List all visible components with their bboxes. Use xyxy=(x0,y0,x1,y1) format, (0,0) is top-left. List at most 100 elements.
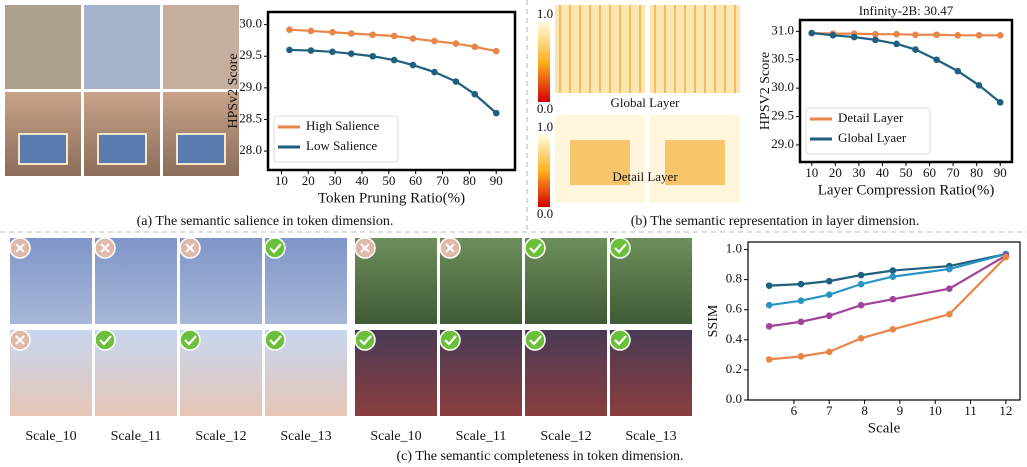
legend-label: Low Salience xyxy=(306,138,377,153)
scale-label: Scale_10 xyxy=(370,429,421,444)
check-icon xyxy=(525,330,545,350)
legend-label: Global Lyaer xyxy=(838,130,907,145)
y-tick-label: 30.5 xyxy=(771,51,794,66)
image-detail xyxy=(177,134,225,164)
data-point xyxy=(453,78,460,85)
data-point xyxy=(872,31,879,38)
x-tick-label: 30 xyxy=(329,173,342,188)
check-icon xyxy=(610,330,630,350)
data-point xyxy=(308,28,315,35)
data-point xyxy=(808,30,815,37)
data-point xyxy=(766,356,773,363)
data-point xyxy=(766,302,773,309)
series-line xyxy=(769,254,1006,286)
image-grid xyxy=(5,5,740,416)
data-point xyxy=(798,318,805,325)
data-point xyxy=(431,38,438,45)
series-line xyxy=(769,256,1006,327)
data-point xyxy=(391,33,398,40)
data-point xyxy=(858,281,865,288)
data-point xyxy=(826,291,833,298)
data-point xyxy=(890,267,897,274)
data-point xyxy=(858,302,865,309)
check-icon xyxy=(180,330,200,350)
heatmap-label: Detail Layer xyxy=(612,169,678,184)
scale-label: Scale_13 xyxy=(625,429,676,444)
data-point xyxy=(798,297,805,304)
x-axis-label: Scale xyxy=(868,420,901,436)
check-icon xyxy=(265,330,285,350)
series-line xyxy=(289,30,496,51)
data-point xyxy=(493,110,500,117)
data-point xyxy=(830,32,837,39)
x-tick-label: 80 xyxy=(463,173,476,188)
legend-label: High Salience xyxy=(306,118,380,133)
y-tick-label: 1.0 xyxy=(726,241,742,256)
x-tick-label: 40 xyxy=(876,165,889,180)
data-point xyxy=(410,62,417,69)
x-tick-label: 70 xyxy=(436,173,449,188)
x-tick-label: 9 xyxy=(897,403,904,418)
data-point xyxy=(946,266,953,273)
x-tick-label: 20 xyxy=(829,165,842,180)
check-icon xyxy=(440,330,460,350)
x-tick-label: 40 xyxy=(355,173,368,188)
data-point xyxy=(912,46,919,53)
data-point xyxy=(890,326,897,333)
data-point xyxy=(890,296,897,303)
y-axis-label: HPSV2 Score xyxy=(758,52,773,130)
data-point xyxy=(329,29,336,36)
y-axis-label: HPSv2 Score xyxy=(226,53,241,128)
x-tick-label: 10 xyxy=(805,165,818,180)
data-point xyxy=(997,32,1004,39)
y-tick-label: 29.5 xyxy=(239,47,262,62)
caption: (b) The semantic representation in layer… xyxy=(631,214,920,229)
data-point xyxy=(933,31,940,38)
data-point xyxy=(858,335,865,342)
plot-frame xyxy=(748,242,1020,400)
check-icon xyxy=(95,330,115,350)
data-point xyxy=(766,323,773,330)
image xyxy=(5,5,81,89)
x-tick-label: 12 xyxy=(999,403,1012,418)
caption: (c) The semantic completeness in token d… xyxy=(396,449,683,464)
data-point xyxy=(329,49,336,56)
check-icon xyxy=(355,330,375,350)
y-tick-label: 30.0 xyxy=(771,79,794,94)
x-tick-label: 70 xyxy=(947,165,960,180)
figure: Global Layer Detail Layer 1.0 0.0 1.0 0.… xyxy=(0,0,1027,467)
colorbar-tick: 1.0 xyxy=(537,6,553,21)
x-tick-label: 90 xyxy=(994,165,1007,180)
y-tick-label: 30.0 xyxy=(239,16,262,31)
data-point xyxy=(798,281,805,288)
x-tick-label: 90 xyxy=(490,173,503,188)
data-point xyxy=(1003,254,1010,261)
data-point xyxy=(893,41,900,48)
data-point xyxy=(955,32,962,39)
data-point xyxy=(348,50,355,57)
scale-label: Scale_12 xyxy=(195,429,246,444)
data-point xyxy=(912,31,919,38)
data-point xyxy=(766,282,773,289)
y-tick-label: 29.0 xyxy=(239,79,262,94)
data-point xyxy=(976,82,983,89)
y-tick-label: 0.8 xyxy=(726,271,742,286)
x-tick-label: 8 xyxy=(861,403,868,418)
scale-label: Scale_11 xyxy=(456,429,507,444)
data-point xyxy=(826,278,833,285)
data-point xyxy=(391,57,398,64)
y-tick-label: 29.5 xyxy=(771,108,794,123)
scale-label: Scale_10 xyxy=(25,429,76,444)
image xyxy=(84,5,160,89)
data-point xyxy=(955,68,962,75)
heatmap-label: Global Layer xyxy=(611,95,681,110)
data-point xyxy=(471,91,478,98)
data-point xyxy=(851,34,858,41)
data-point xyxy=(946,285,953,292)
y-tick-label: 29.0 xyxy=(771,136,794,151)
scale-label: Scale_12 xyxy=(540,429,591,444)
data-point xyxy=(369,53,376,60)
check-icon xyxy=(265,238,285,258)
data-point xyxy=(369,31,376,38)
data-point xyxy=(858,272,865,279)
